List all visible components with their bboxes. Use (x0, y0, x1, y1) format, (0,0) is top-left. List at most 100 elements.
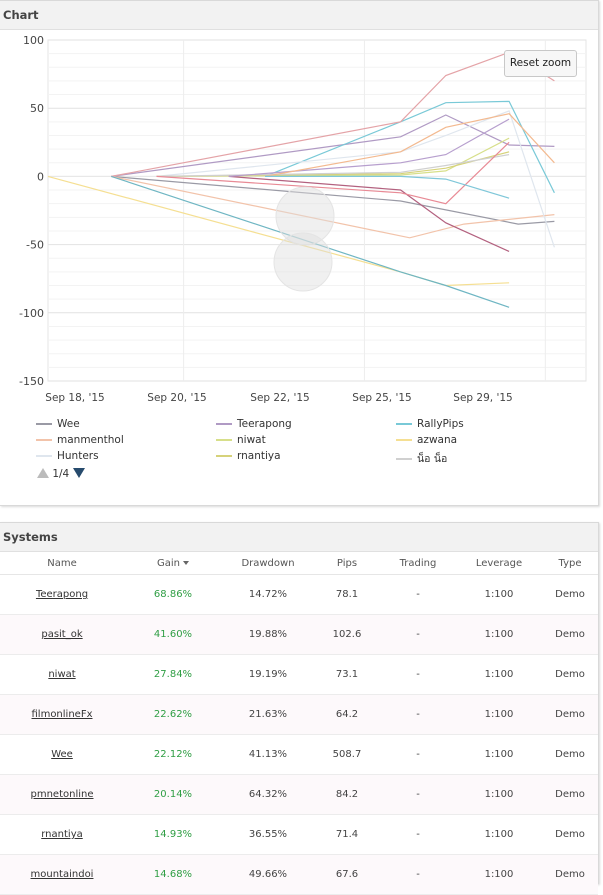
cell-leverage: 1:100 (456, 574, 542, 615)
cell-gain: 22.62% (124, 694, 222, 735)
legend-label: Wee (57, 418, 80, 430)
legend-swatch-icon (36, 439, 52, 441)
cell-name: Teerapong (0, 574, 124, 615)
chart-legend: Wee Teerapong RallyPips manmenthol niwat azwa… (36, 418, 576, 462)
column-header-leverage[interactable]: Leverage (456, 552, 542, 575)
cell-trading: - (380, 694, 456, 735)
cell-pips: 78.1 (314, 574, 380, 615)
systems-panel: Systems Name Gain Drawdown Pips Trading … (0, 522, 599, 895)
legend-item[interactable]: azwana (396, 434, 457, 448)
legend-page-indicator: 1/4 (52, 468, 70, 480)
column-header-type[interactable]: Type (542, 552, 598, 575)
system-name-link[interactable]: Wee (51, 749, 73, 760)
legend-item[interactable]: manmenthol (36, 434, 124, 448)
system-name-link[interactable]: mountaindoi (30, 869, 94, 880)
legend-label: RallyPips (417, 418, 464, 430)
cell-leverage: 1:100 (456, 654, 542, 695)
cell-trading: - (380, 854, 456, 895)
cell-type: Demo (542, 574, 598, 615)
system-name-link[interactable]: pmnetonline (30, 789, 94, 800)
column-header-name[interactable]: Name (0, 552, 124, 575)
plot-area (47, 39, 587, 382)
legend-item[interactable]: RallyPips (396, 418, 464, 432)
system-name-link[interactable]: pasit_ok (41, 629, 83, 640)
legend-item[interactable]: Hunters (36, 450, 99, 462)
cell-name: filmonlineFx (0, 694, 124, 735)
cell-drawdown: 36.55% (222, 814, 314, 855)
legend-swatch-icon (396, 439, 412, 441)
cell-trading: - (380, 734, 456, 775)
legend-pager: 1/4 (37, 468, 85, 480)
y-tick-label: -150 (19, 375, 44, 388)
cell-type: Demo (542, 774, 598, 815)
legend-item[interactable]: Teerapong (216, 418, 292, 432)
system-name-link[interactable]: rnantiya (41, 829, 83, 840)
y-tick-label: -50 (26, 239, 44, 252)
legend-swatch-icon (396, 423, 412, 425)
series-line (228, 118, 510, 177)
legend-item[interactable]: น็อ น็อ (396, 450, 447, 462)
legend-page-down-icon[interactable] (72, 468, 85, 478)
y-tick-label: 100 (23, 34, 44, 47)
system-name-link[interactable]: niwat (48, 669, 76, 680)
cell-drawdown: 41.13% (222, 734, 314, 775)
system-name-link[interactable]: Teerapong (35, 589, 89, 600)
cell-gain: 14.93% (124, 814, 222, 855)
cell-name: rnantiya (0, 814, 124, 855)
cell-name: Wee (0, 734, 124, 775)
series-line (111, 114, 555, 177)
chart-panel-title: Chart (0, 1, 598, 30)
column-header-drawdown[interactable]: Drawdown (222, 552, 314, 575)
series-line (156, 141, 510, 205)
cell-type: Demo (542, 614, 598, 655)
series-line (111, 175, 555, 239)
cell-drawdown: 14.72% (222, 574, 314, 615)
column-header-pips[interactable]: Pips (314, 552, 380, 575)
cell-type: Demo (542, 814, 598, 855)
legend-label: azwana (417, 434, 458, 446)
x-tick-label: Sep 18, '15 (45, 392, 104, 404)
cell-gain: 27.84% (124, 654, 222, 695)
legend-label: niwat (237, 434, 266, 446)
column-header-trading[interactable]: Trading (380, 552, 456, 575)
y-tick-label: 0 (37, 170, 44, 183)
cell-gain: 20.14% (124, 774, 222, 815)
hover-marker (273, 232, 333, 292)
table-row: niwat 27.84% 19.19% 73.1-1:100 Demo (0, 654, 598, 695)
legend-swatch-icon (36, 423, 52, 425)
reset-zoom-button[interactable]: Reset zoom (504, 50, 577, 77)
cell-trading: - (380, 574, 456, 615)
legend-item[interactable]: Wee (36, 418, 80, 432)
series-line (264, 100, 555, 194)
table-row: Teerapong 68.86% 14.72% 78.1-1:100 Demo (0, 574, 598, 615)
cell-trading: - (380, 654, 456, 695)
series-line (228, 175, 510, 252)
column-header-gain[interactable]: Gain (124, 552, 222, 575)
x-tick-label: Sep 29, '15 (453, 392, 512, 404)
cell-name: mountaindoi (0, 854, 124, 895)
legend-item[interactable]: niwat (216, 434, 266, 448)
legend-swatch-icon (216, 439, 232, 441)
legend-swatch-icon (216, 423, 232, 425)
system-name-link[interactable]: filmonlineFx (31, 709, 93, 720)
cell-trading: - (380, 774, 456, 815)
table-row: rnantiya 14.93% 36.55% 71.4-1:100 Demo (0, 814, 598, 855)
cell-drawdown: 19.19% (222, 654, 314, 695)
hover-marker (275, 186, 335, 246)
legend-label: manmenthol (57, 434, 124, 446)
legend-swatch-icon (216, 455, 232, 457)
cell-leverage: 1:100 (456, 814, 542, 855)
legend-page-up-icon[interactable] (37, 468, 49, 478)
legend-item[interactable]: rnantiya (216, 450, 281, 462)
cell-trading: - (380, 814, 456, 855)
legend-label: Teerapong (237, 418, 292, 430)
x-tick-label: Sep 25, '15 (352, 392, 411, 404)
legend-swatch-icon (396, 458, 412, 460)
systems-panel-title: Systems (0, 523, 598, 552)
cell-pips: 64.2 (314, 694, 380, 735)
cell-type: Demo (542, 654, 598, 695)
cell-pips: 508.7 (314, 734, 380, 775)
cell-pips: 102.6 (314, 614, 380, 655)
cell-leverage: 1:100 (456, 774, 542, 815)
